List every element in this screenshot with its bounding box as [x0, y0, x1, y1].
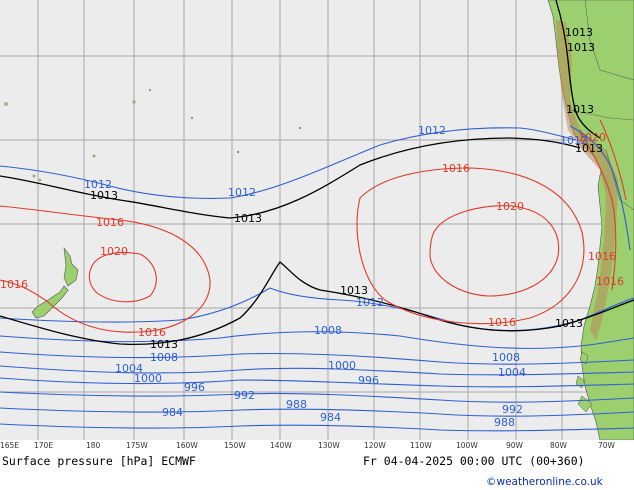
label-1004: 1004: [115, 362, 143, 375]
lon-tick: 90W: [506, 441, 524, 450]
valid-time: Fr 04-04-2025 00:00 UTC (00+360): [363, 454, 585, 468]
label-1016: 1016: [488, 316, 516, 329]
label-1013: 1013: [566, 103, 594, 116]
label-1016: 1016: [442, 162, 470, 175]
label-1008: 1008: [314, 324, 342, 337]
lon-tick: 150W: [224, 441, 246, 450]
lon-tick: 165E: [0, 441, 19, 450]
longitude-ticks: 165E 170E 180 175W 160W 150W 140W 130W 1…: [0, 441, 616, 450]
label-1008: 1008: [492, 351, 520, 364]
isobars-high: [0, 119, 627, 333]
label-992: 992: [502, 403, 523, 416]
site-credit[interactable]: ©weatheronline.co.uk: [486, 476, 604, 488]
label-988: 988: [494, 416, 515, 429]
pacific-islands: [4, 88, 302, 182]
label-1020: 1020: [578, 131, 606, 144]
nz-north-island: [63, 246, 79, 287]
label-1012: 1012: [418, 124, 446, 137]
footer-strip: [0, 440, 634, 490]
label-984: 984: [320, 411, 341, 424]
label-996: 996: [184, 381, 205, 394]
lon-tick: 80W: [550, 441, 568, 450]
label-988: 988: [286, 398, 307, 411]
label-996: 996: [358, 374, 379, 387]
label-1013: 1013: [567, 41, 595, 54]
isobar-labels: 1013 1013 1013 1013 1013 1013 1013 1013 …: [0, 26, 624, 429]
label-1013: 1013: [90, 189, 118, 202]
label-1020: 1020: [496, 200, 524, 213]
label-1008: 1008: [150, 351, 178, 364]
lon-tick: 70W: [598, 441, 616, 450]
isobars-1013: [0, 0, 634, 345]
label-1013: 1013: [340, 284, 368, 297]
andes-terrain: [556, 20, 618, 340]
lon-tick: 100W: [456, 441, 478, 450]
label-1013: 1013: [575, 142, 603, 155]
label-1020: 1020: [100, 245, 128, 258]
label-984: 984: [162, 406, 183, 419]
lat-lon-grid: [0, 0, 634, 440]
label-1012: 1012: [560, 134, 588, 147]
label-1012: 1012: [84, 178, 112, 191]
lon-tick: 180: [86, 441, 101, 450]
label-1016: 1016: [0, 278, 28, 291]
label-1012: 1012: [228, 186, 256, 199]
lon-tick: 160W: [176, 441, 198, 450]
label-1013: 1013: [150, 338, 178, 351]
lon-tick: 175W: [126, 441, 148, 450]
isobars-low: [0, 127, 634, 432]
lon-tick: 170E: [34, 441, 53, 450]
label-1016: 1016: [96, 216, 124, 229]
ocean-background: [0, 0, 634, 440]
lon-tick: 130W: [318, 441, 340, 450]
lon-tick: 120W: [364, 441, 386, 450]
lon-tick: 110W: [410, 441, 432, 450]
label-1016: 1016: [596, 275, 624, 288]
nz-south-island: [31, 285, 69, 319]
label-992: 992: [234, 389, 255, 402]
label-1016: 1016: [588, 250, 616, 263]
label-1013: 1013: [555, 317, 583, 330]
isobar-1012-andes: [569, 125, 631, 251]
label-1012: 1012: [356, 296, 384, 309]
lon-tick: 140W: [270, 441, 292, 450]
label-1013: 1013: [234, 212, 262, 225]
map-title: Surface pressure [hPa] ECMWF: [2, 454, 196, 468]
label-1013: 1013: [565, 26, 593, 39]
label-1000: 1000: [328, 359, 356, 372]
label-1000: 1000: [134, 372, 162, 385]
label-1004: 1004: [498, 366, 526, 379]
label-1016: 1016: [138, 326, 166, 339]
